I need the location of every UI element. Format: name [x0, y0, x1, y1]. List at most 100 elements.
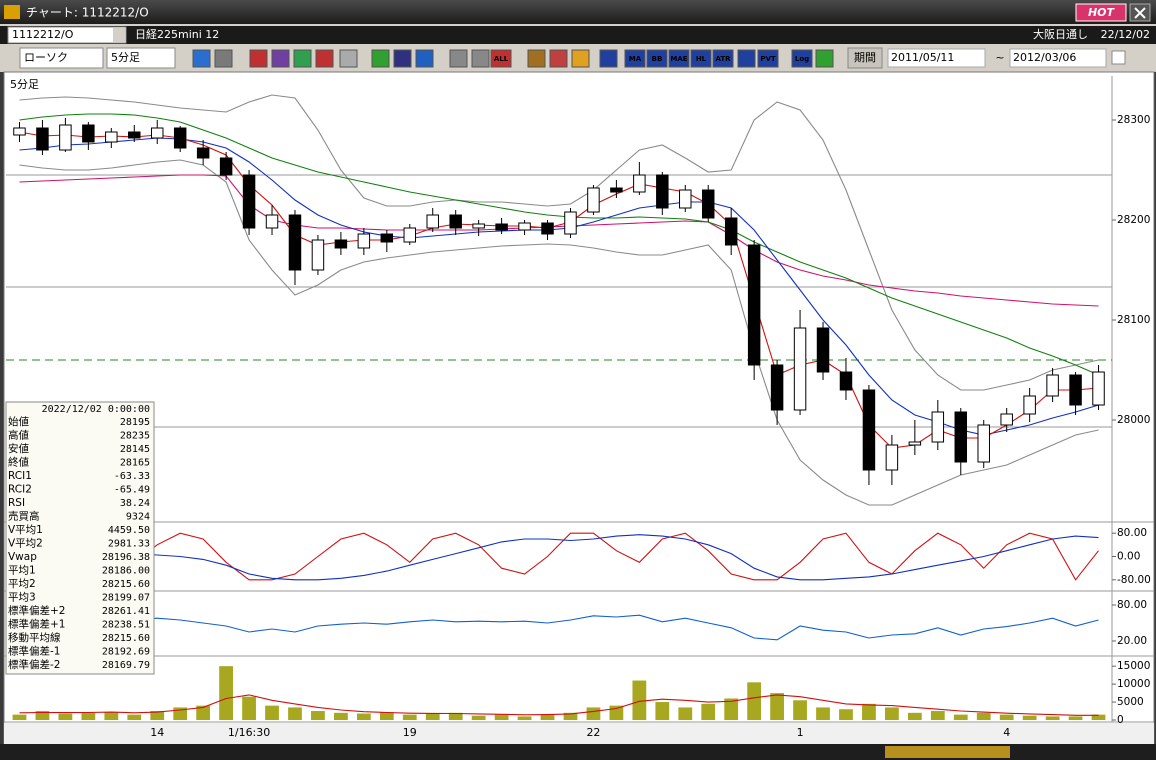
tool-icon[interactable]: [599, 49, 618, 68]
tool-icon[interactable]: [815, 49, 834, 68]
volume-bar: [81, 712, 96, 720]
candle-body: [1069, 374, 1082, 406]
x-tick-label: 1/16:30: [228, 726, 270, 739]
volume-bar: [999, 714, 1014, 720]
tool-icon[interactable]: [471, 49, 490, 68]
volume-bar: [678, 707, 693, 720]
checkbox[interactable]: [1111, 50, 1126, 65]
info-label: 終値: [8, 456, 29, 469]
dropdown-arrow[interactable]: [113, 28, 125, 42]
hot-label[interactable]: HOT: [1088, 6, 1116, 19]
candle-body: [219, 157, 233, 176]
interval-select[interactable]: [106, 47, 176, 69]
tool-icon[interactable]: [549, 49, 568, 68]
volume-bar: [494, 714, 509, 720]
symbol-select[interactable]: [7, 26, 127, 44]
candle-body: [1046, 374, 1059, 397]
info-label: 平均2: [8, 578, 36, 590]
candle-body: [816, 327, 830, 373]
tool-button-label[interactable]: ATR: [715, 55, 731, 63]
candle-body: [150, 127, 164, 139]
candle-body: [311, 239, 325, 271]
volume-bar: [196, 705, 211, 720]
plots: 28300 28200 28100 28000 80.00 0.00 -80.00 80.00…: [6, 94, 1151, 739]
x-tick-label: 14: [150, 726, 164, 739]
from-date-box[interactable]: [887, 48, 986, 68]
tool-button[interactable]: [757, 49, 779, 68]
volume-bar: [839, 709, 853, 720]
tool-icon[interactable]: [192, 49, 211, 68]
volume-bar: [724, 698, 739, 720]
tool-button-label[interactable]: MA: [629, 55, 642, 63]
tool-button[interactable]: [668, 49, 690, 68]
tool-icon[interactable]: [214, 49, 233, 68]
to-date-box[interactable]: [1009, 48, 1107, 68]
tool-icon[interactable]: [293, 49, 312, 68]
volume-bar: [219, 666, 233, 720]
candle-body: [426, 214, 439, 229]
close-icon: [1134, 7, 1146, 19]
tool-button[interactable]: [646, 49, 668, 68]
chart-kind-select[interactable]: [19, 47, 104, 69]
candle-body: [13, 127, 26, 136]
tool-icon[interactable]: [449, 49, 468, 68]
tool-icon[interactable]: [571, 49, 590, 68]
candle-body: [747, 244, 761, 366]
y-tick-label: 80.00: [1117, 599, 1147, 611]
info-value: 28261.41: [102, 606, 150, 617]
tool-icon[interactable]: [527, 49, 546, 68]
volume-bar: [402, 714, 417, 720]
volume-bar: [356, 713, 371, 720]
tool-button[interactable]: [490, 49, 512, 68]
line: [19, 137, 1099, 436]
scroll-thumb[interactable]: [885, 746, 1010, 758]
tool-button[interactable]: [791, 49, 813, 68]
volume-bar: [540, 714, 555, 720]
candle-body: [839, 371, 853, 391]
tool-icon[interactable]: [249, 49, 268, 68]
tool-button-label[interactable]: MAE: [670, 55, 687, 63]
tool-icon[interactable]: [393, 49, 412, 68]
candle-body: [701, 189, 715, 219]
info-value: 28215.60: [102, 633, 150, 644]
info-label: V平均1: [8, 524, 43, 536]
info-value: 38.24: [120, 498, 150, 509]
panel-label: 5分足: [10, 78, 39, 91]
volume-bar: [907, 712, 922, 720]
hot-button[interactable]: [1075, 3, 1127, 22]
tool-button-label[interactable]: HL: [696, 55, 707, 63]
candle-body: [1092, 371, 1105, 406]
tool-icon[interactable]: [339, 49, 358, 68]
period-button[interactable]: [847, 47, 883, 69]
y-tick-label: -80.00: [1117, 574, 1151, 586]
volume-bar: [12, 714, 27, 720]
y-tick-label: 5000: [1117, 696, 1144, 708]
volume-bar: [747, 682, 762, 720]
info-label: 始値: [8, 415, 29, 428]
info-label: 移動平均線: [8, 631, 61, 644]
panel: [19, 532, 1099, 581]
period-label[interactable]: 期間: [854, 51, 876, 64]
tool-icon[interactable]: [737, 49, 756, 68]
candle-body: [265, 214, 279, 229]
tool-button-label[interactable]: ALL: [494, 55, 509, 63]
tool-icon[interactable]: [315, 49, 334, 68]
tool-button[interactable]: [624, 49, 646, 68]
tool-button[interactable]: [712, 49, 734, 68]
tool-icon[interactable]: [271, 49, 290, 68]
tool-icon[interactable]: [415, 49, 434, 68]
tool-button[interactable]: [690, 49, 712, 68]
line: [19, 532, 1099, 581]
y-tick-label: 0.00: [1117, 551, 1140, 563]
header-date: 22/12/02: [1101, 28, 1150, 41]
info-label: RCI1: [8, 470, 32, 482]
info-value: 4459.50: [108, 525, 150, 536]
info-label: Vwap: [8, 551, 37, 563]
info-value: 28195: [120, 417, 150, 428]
tool-button-label[interactable]: PVT: [760, 55, 776, 63]
info-label: 安値: [8, 442, 29, 455]
tool-icon[interactable]: [371, 49, 390, 68]
tool-button-label[interactable]: Log: [795, 55, 809, 63]
tool-button-label[interactable]: BB: [652, 55, 663, 63]
y-tick-label: 20.00: [1117, 635, 1147, 647]
